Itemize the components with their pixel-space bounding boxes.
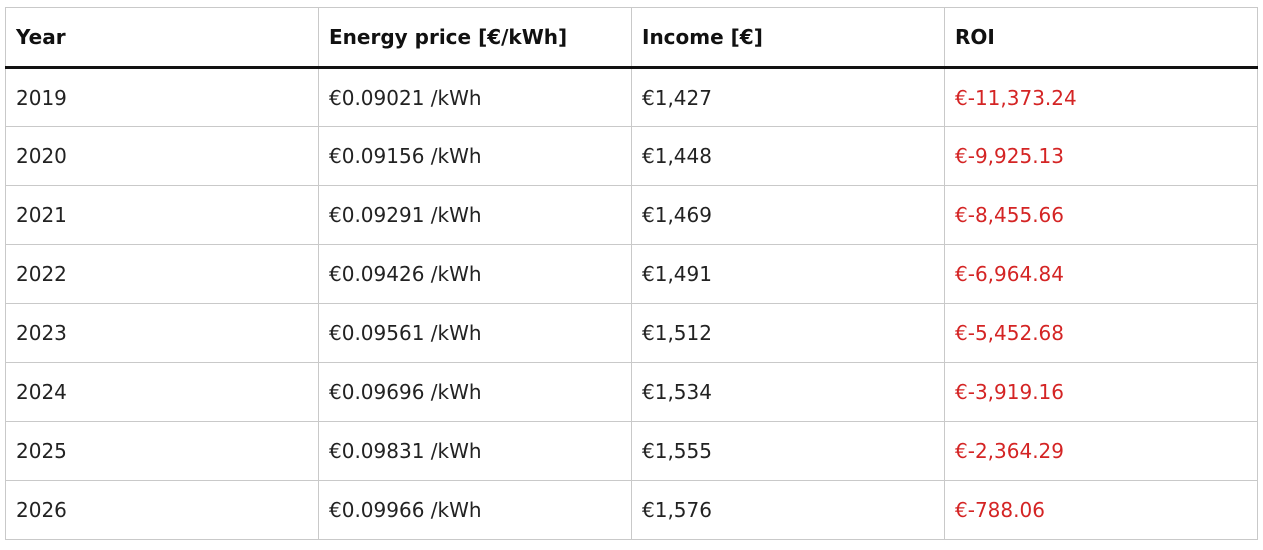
header-year: Year: [5, 7, 319, 69]
table-row: 2026 €0.09966 /kWh €1,576 €-788.06: [5, 480, 1258, 540]
cell-roi: €-3,919.16: [944, 362, 1258, 422]
cell-income: €1,427: [631, 67, 945, 127]
cell-energy-price: €0.09831 /kWh: [318, 421, 632, 481]
cell-year: 2026: [5, 480, 319, 540]
roi-table: Year Energy price [€/kWh] Income [€] ROI…: [5, 7, 1258, 540]
cell-income: €1,576: [631, 480, 945, 540]
cell-energy-price: €0.09021 /kWh: [318, 67, 632, 127]
cell-roi: €-2,364.29: [944, 421, 1258, 481]
table-row: 2024 €0.09696 /kWh €1,534 €-3,919.16: [5, 362, 1258, 422]
table-row: 2025 €0.09831 /kWh €1,555 €-2,364.29: [5, 421, 1258, 481]
cell-roi: €-788.06: [944, 480, 1258, 540]
cell-energy-price: €0.09156 /kWh: [318, 126, 632, 186]
cell-year: 2019: [5, 67, 319, 127]
cell-roi: €-5,452.68: [944, 303, 1258, 363]
header-energy-price: Energy price [€/kWh]: [318, 7, 632, 69]
table-row: 2021 €0.09291 /kWh €1,469 €-8,455.66: [5, 185, 1258, 245]
cell-income: €1,534: [631, 362, 945, 422]
cell-year: 2022: [5, 244, 319, 304]
header-income: Income [€]: [631, 7, 945, 69]
table-row: 2023 €0.09561 /kWh €1,512 €-5,452.68: [5, 303, 1258, 363]
table-row: 2022 €0.09426 /kWh €1,491 €-6,964.84: [5, 244, 1258, 304]
cell-roi: €-6,964.84: [944, 244, 1258, 304]
table-body: 2019 €0.09021 /kWh €1,427 €-11,373.24 20…: [5, 67, 1258, 540]
cell-year: 2021: [5, 185, 319, 245]
table-header: Year Energy price [€/kWh] Income [€] ROI: [5, 7, 1258, 69]
cell-year: 2023: [5, 303, 319, 363]
cell-year: 2024: [5, 362, 319, 422]
cell-year: 2020: [5, 126, 319, 186]
header-row: Year Energy price [€/kWh] Income [€] ROI: [5, 7, 1258, 69]
cell-energy-price: €0.09561 /kWh: [318, 303, 632, 363]
cell-roi: €-11,373.24: [944, 67, 1258, 127]
table-row: 2020 €0.09156 /kWh €1,448 €-9,925.13: [5, 126, 1258, 186]
cell-energy-price: €0.09696 /kWh: [318, 362, 632, 422]
cell-roi: €-9,925.13: [944, 126, 1258, 186]
cell-energy-price: €0.09966 /kWh: [318, 480, 632, 540]
cell-year: 2025: [5, 421, 319, 481]
header-roi: ROI: [944, 7, 1258, 69]
cell-energy-price: €0.09291 /kWh: [318, 185, 632, 245]
table-row: 2019 €0.09021 /kWh €1,427 €-11,373.24: [5, 67, 1258, 127]
cell-energy-price: €0.09426 /kWh: [318, 244, 632, 304]
cell-income: €1,469: [631, 185, 945, 245]
cell-income: €1,448: [631, 126, 945, 186]
cell-roi: €-8,455.66: [944, 185, 1258, 245]
cell-income: €1,555: [631, 421, 945, 481]
cell-income: €1,491: [631, 244, 945, 304]
cell-income: €1,512: [631, 303, 945, 363]
